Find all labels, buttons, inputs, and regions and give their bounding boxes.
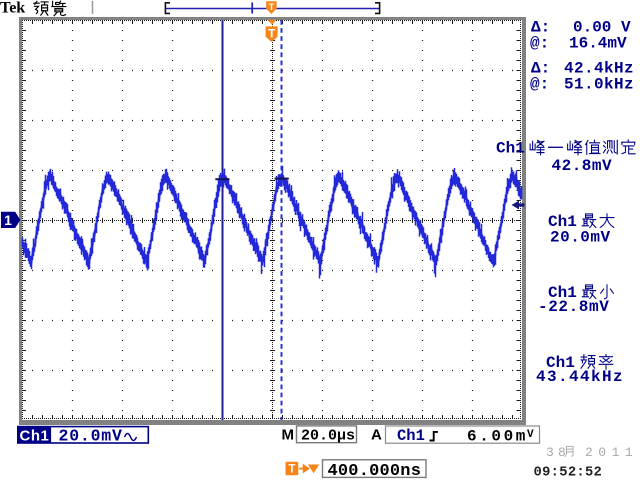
- svg-text:6.00m: 6.00m: [467, 428, 528, 446]
- svg-text:A: A: [371, 427, 382, 444]
- svg-text:Ch1: Ch1: [548, 284, 577, 302]
- svg-text:Ch1: Ch1: [496, 140, 525, 158]
- svg-text:1: 1: [4, 212, 12, 228]
- svg-text:09:52:52: 09:52:52: [534, 466, 603, 480]
- svg-text:8: 8: [558, 445, 566, 460]
- svg-text:Ch1: Ch1: [397, 427, 425, 445]
- svg-text:42.8mV: 42.8mV: [552, 157, 613, 175]
- svg-text:3: 3: [546, 445, 554, 460]
- svg-text:M: M: [282, 427, 295, 444]
- svg-text:20.0mV: 20.0mV: [59, 427, 123, 446]
- svg-text:51.0kHz: 51.0kHz: [564, 76, 634, 94]
- svg-text:43.44kHz: 43.44kHz: [536, 368, 624, 386]
- svg-text:T: T: [268, 27, 276, 41]
- svg-text:Tek: Tek: [0, 0, 25, 17]
- svg-text:20.0mV: 20.0mV: [550, 229, 611, 247]
- svg-text:Δ:: Δ:: [531, 19, 550, 37]
- svg-text:Ch1: Ch1: [548, 213, 577, 231]
- svg-text:400.000ns: 400.000ns: [328, 462, 422, 480]
- svg-text:42.4kHz: 42.4kHz: [564, 60, 634, 78]
- svg-text:T: T: [288, 464, 295, 476]
- svg-text:2011: 2011: [585, 445, 638, 460]
- svg-text:T: T: [269, 2, 275, 13]
- svg-text:Ch1: Ch1: [20, 427, 50, 444]
- svg-text:0.00 V: 0.00 V: [573, 19, 631, 37]
- svg-text:Ch1: Ch1: [546, 354, 575, 372]
- svg-text:@:: @:: [530, 76, 549, 94]
- svg-text:V: V: [527, 429, 534, 441]
- svg-text:@:: @:: [530, 35, 549, 53]
- svg-text:-22.8mV: -22.8mV: [538, 298, 609, 316]
- svg-text:20.0µs: 20.0µs: [301, 428, 355, 445]
- svg-text:16.4mV: 16.4mV: [569, 35, 627, 53]
- svg-text:Δ:: Δ:: [531, 60, 550, 78]
